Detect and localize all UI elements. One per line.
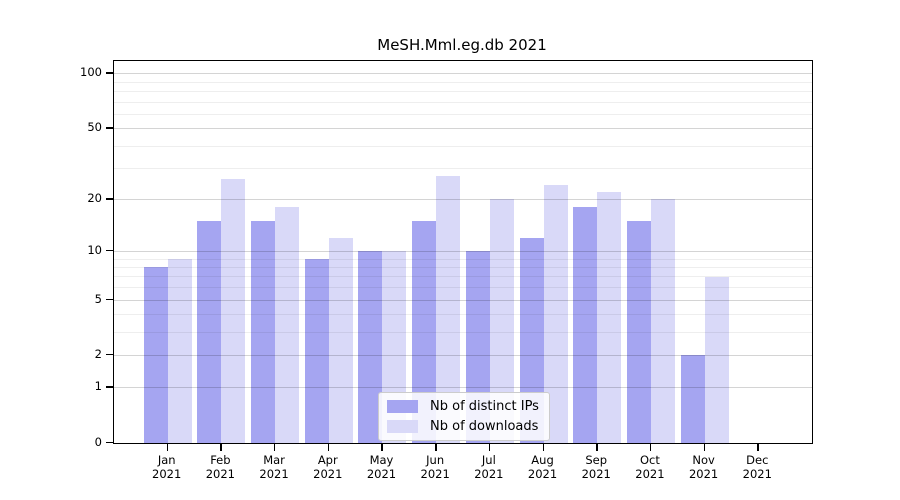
x-tick <box>542 443 544 451</box>
bar-ips-jan <box>143 267 168 443</box>
x-tick <box>757 443 759 451</box>
x-tick <box>166 443 169 451</box>
x-tick <box>435 443 437 451</box>
y-tick-label: 100 <box>80 65 102 80</box>
chart-title: MeSH.Mml.eg.db 2021 <box>377 36 547 54</box>
legend-label: Nb of downloads <box>430 419 539 434</box>
x-tick-label-feb: Feb 2021 <box>205 453 236 481</box>
y-tick <box>106 386 113 388</box>
y-tick-label: 2 <box>94 347 102 362</box>
y-tick-label: 0 <box>94 435 102 449</box>
y-tick <box>106 127 113 129</box>
legend-label: Nb of distinct IPs <box>430 399 539 414</box>
legend-swatch-ips <box>387 400 418 413</box>
bar-ips-feb <box>197 221 222 443</box>
bar-downloads-mar <box>275 207 300 443</box>
bar-downloads-oct <box>650 199 675 443</box>
x-tick-label-nov: Nov 2021 <box>688 453 719 481</box>
plot-area <box>113 60 813 444</box>
y-tick-label: 50 <box>87 120 102 135</box>
y-tick <box>106 354 113 356</box>
legend: Nb of distinct IPs Nb of downloads <box>378 392 550 441</box>
bar-downloads-feb <box>221 179 246 443</box>
y-tick <box>106 72 113 74</box>
bar-ips-nov <box>680 355 705 443</box>
x-tick <box>596 443 598 451</box>
x-tick-label-aug: Aug 2021 <box>527 453 558 481</box>
bar-ips-apr <box>304 258 329 443</box>
bars-layer <box>114 61 812 443</box>
x-tick-label-mar: Mar 2021 <box>259 453 289 481</box>
y-tick-label: 20 <box>87 191 102 206</box>
x-tick-label-sep: Sep 2021 <box>581 453 611 481</box>
legend-row: Nb of distinct IPs <box>387 399 539 414</box>
y-tick <box>106 198 113 200</box>
x-tick <box>649 443 652 451</box>
y-tick <box>106 298 113 300</box>
bar-ips-mar <box>251 221 276 443</box>
x-tick-label-jun: Jun 2021 <box>420 453 450 481</box>
x-tick <box>327 443 330 451</box>
bar-downloads-jan <box>167 258 192 443</box>
x-tick-label-jul: Jul 2021 <box>474 453 504 481</box>
y-tick <box>106 249 113 252</box>
x-tick <box>703 443 705 451</box>
y-tick-label: 5 <box>94 291 102 306</box>
bar-downloads-sep <box>597 191 622 443</box>
x-tick <box>274 443 276 451</box>
x-tick-label-jan: Jan 2021 <box>152 453 182 481</box>
x-tick-label-apr: Apr 2021 <box>313 453 343 481</box>
legend-swatch-downloads <box>387 420 418 433</box>
x-tick-label-dec: Dec 2021 <box>742 453 772 481</box>
y-tick <box>106 442 113 444</box>
bar-ips-sep <box>573 207 598 443</box>
bar-ips-oct <box>626 221 651 443</box>
y-tick-label: 10 <box>87 242 102 257</box>
legend-row: Nb of downloads <box>387 419 539 434</box>
x-tick <box>488 443 491 451</box>
bar-downloads-nov <box>704 276 729 443</box>
bar-downloads-apr <box>328 237 353 443</box>
x-tick <box>220 443 222 451</box>
x-tick-label-oct: Oct 2021 <box>635 453 665 481</box>
y-tick-label: 1 <box>94 379 102 394</box>
x-tick-label-may: May 2021 <box>366 453 397 481</box>
x-tick <box>381 443 383 451</box>
